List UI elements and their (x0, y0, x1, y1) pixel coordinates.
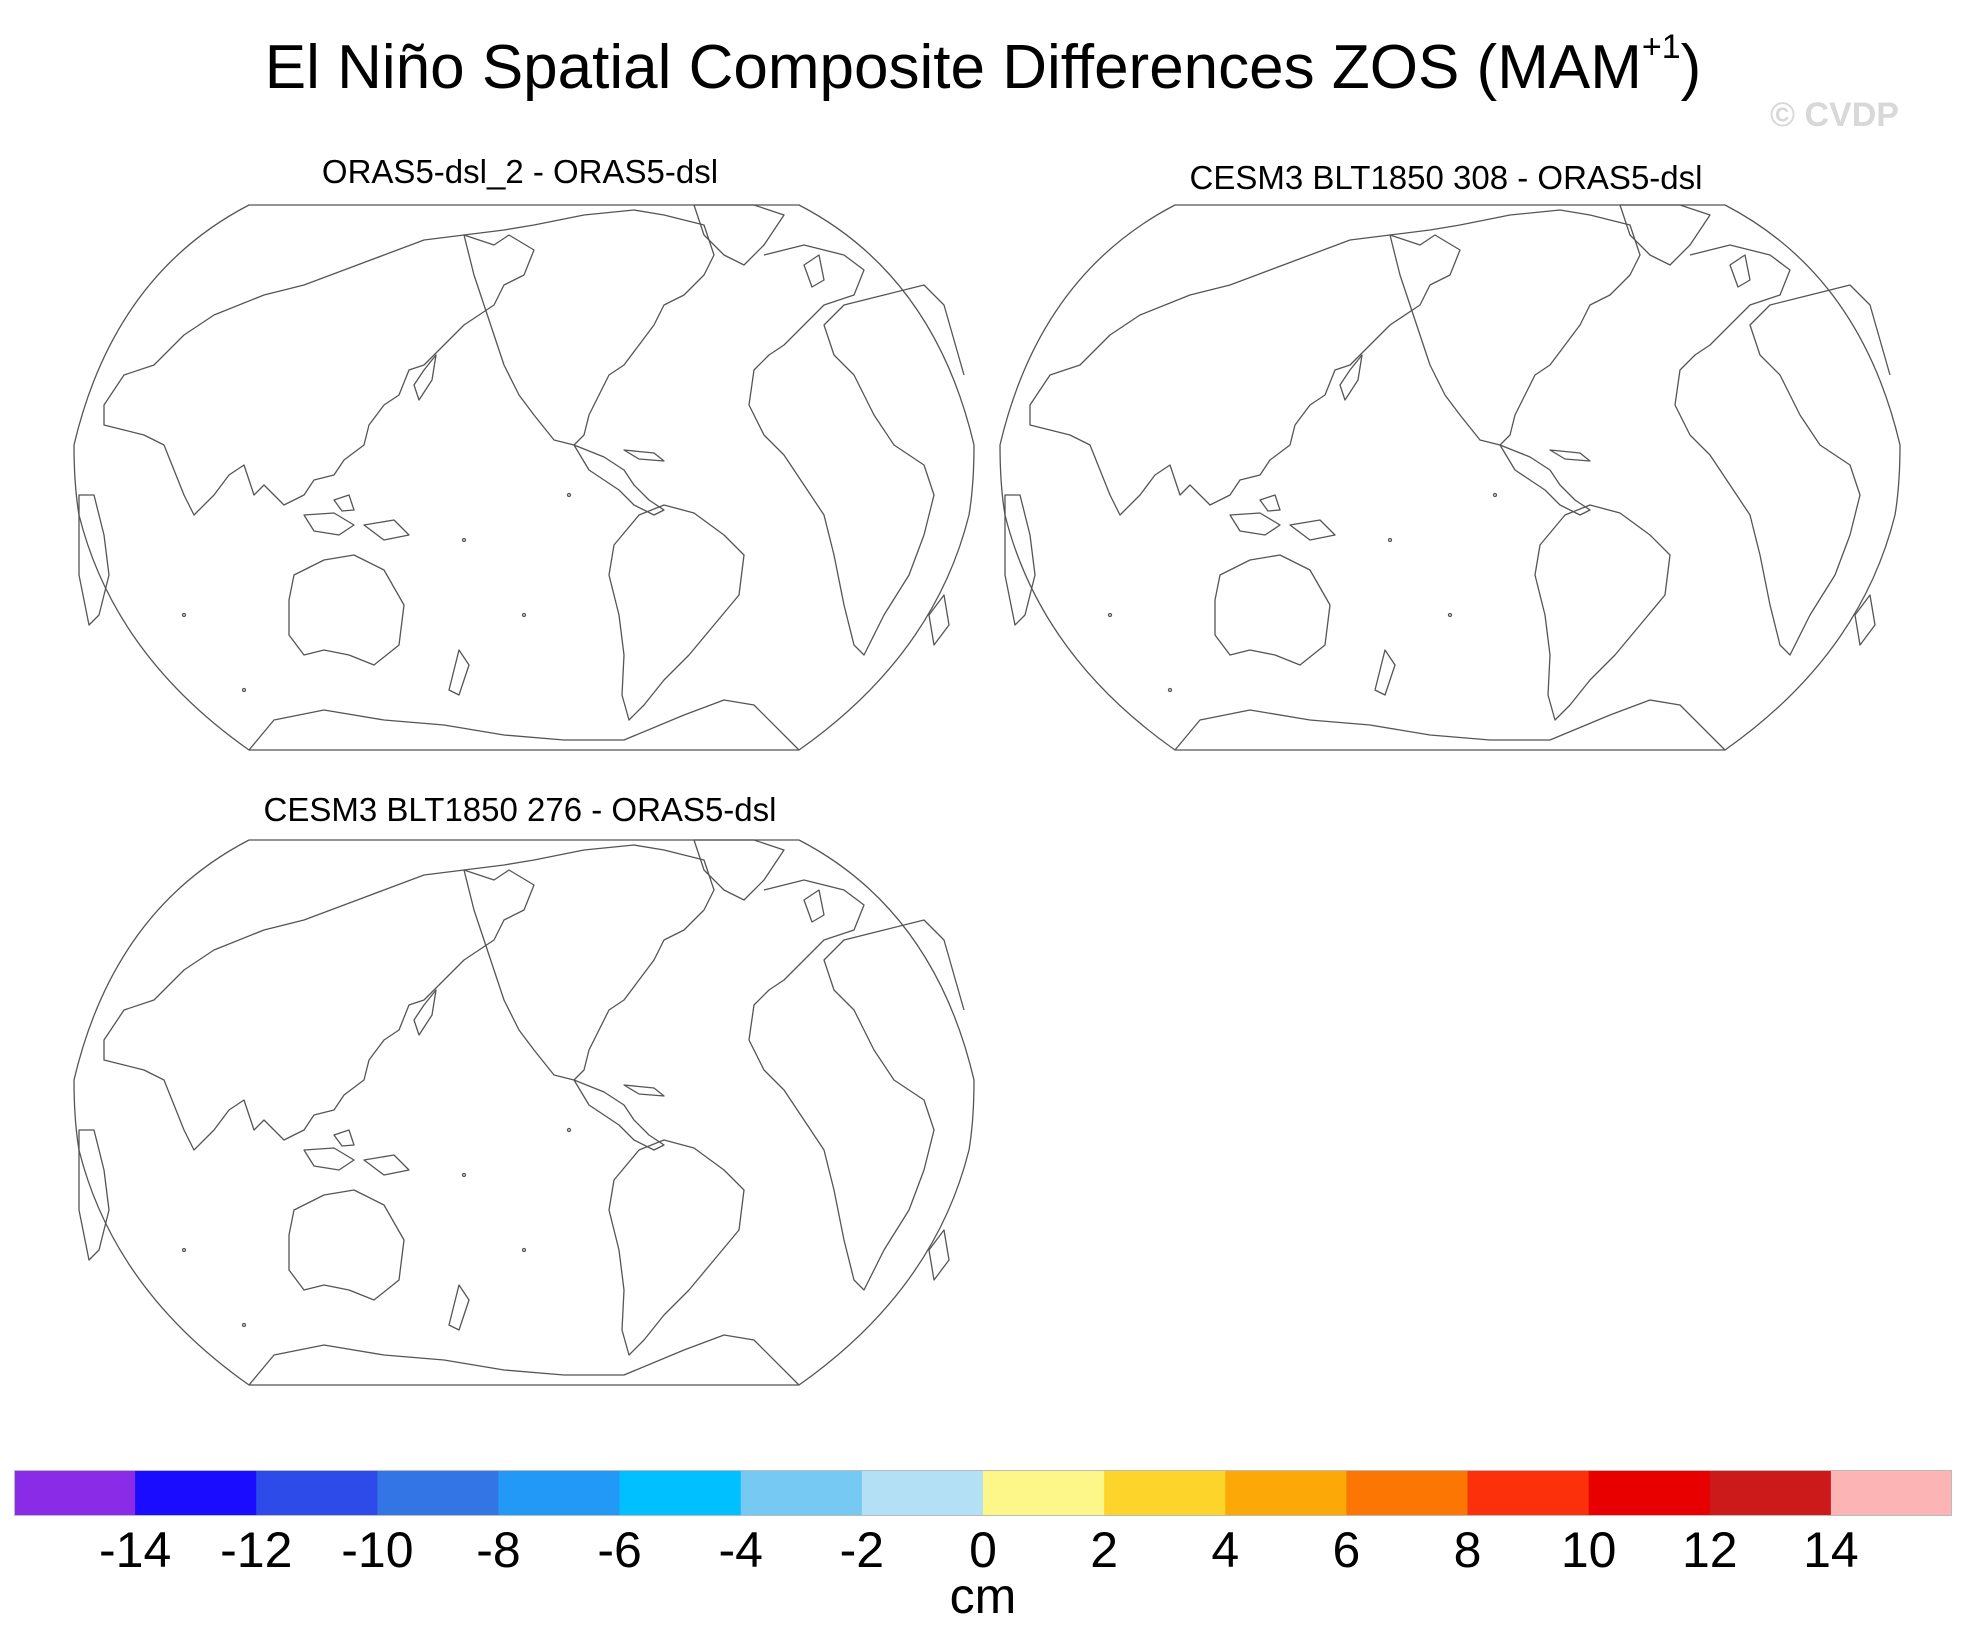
colorbar-tick-label: -4 (718, 1522, 763, 1578)
colorbar-tick-label: -8 (476, 1522, 521, 1578)
colorbar-units: cm (949, 1568, 1017, 1624)
colorbar-tick-label: 8 (1453, 1522, 1482, 1578)
colorbar-swatch (1104, 1470, 1226, 1516)
colorbar-tick-label: 6 (1332, 1522, 1361, 1578)
colorbar-swatch (861, 1470, 984, 1516)
panel-1-title: ORAS5-dsl_2 - ORAS5-dsl (321, 153, 719, 190)
colorbar-swatch (377, 1470, 500, 1516)
figure-title-text: El Niño Spatial Composite Differences ZO… (264, 33, 1642, 102)
colorbar-swatch (1346, 1470, 1469, 1516)
colorbar-swatch (256, 1470, 378, 1516)
colorbar-swatch (135, 1470, 257, 1516)
colorbar-swatch (619, 1470, 742, 1516)
colorbar-tick-label: 2 (1090, 1522, 1119, 1578)
colorbar-swatch (1830, 1470, 1952, 1516)
colorbar-tick-label: 14 (1803, 1522, 1859, 1578)
colorbar (14, 1470, 1952, 1516)
colorbar-swatch (498, 1470, 621, 1516)
colorbar-swatch (1588, 1470, 1711, 1516)
figure-title: El Niño Spatial Composite Differences ZO… (0, 28, 1966, 108)
colorbar-tick-label: 12 (1681, 1522, 1738, 1578)
watermark: © CVDP (1770, 96, 1899, 134)
panel-2-title: CESM3 BLT1850 308 - ORAS5-dsl (1189, 159, 1703, 196)
panel-1-map (73, 204, 975, 751)
colorbar-swatch (1467, 1470, 1590, 1516)
colorbar-tick-label: 10 (1560, 1522, 1617, 1578)
panel-3-map (73, 839, 975, 1386)
colorbar-swatch (1709, 1470, 1832, 1516)
colorbar-swatch (1225, 1470, 1347, 1516)
colorbar-tick-label: -12 (220, 1522, 293, 1578)
colorbar-swatch (983, 1470, 1105, 1516)
colorbar-tick-label: -6 (597, 1522, 642, 1578)
colorbar-tick-label: -2 (839, 1522, 885, 1578)
colorbar-swatch (740, 1470, 863, 1516)
figure-title-close: ) (1680, 33, 1702, 102)
colorbar-swatch (14, 1470, 136, 1516)
colorbar-tick-label: -14 (98, 1522, 172, 1578)
colorbar-tick-label: -10 (341, 1522, 414, 1578)
panel-2-map (999, 204, 1901, 751)
figure-title-superscript: +1 (1641, 28, 1681, 66)
colorbar-frame (14, 1470, 1952, 1516)
colorbar-tick-label: 4 (1211, 1522, 1240, 1578)
panel-3-title: CESM3 BLT1850 276 - ORAS5-dsl (263, 791, 777, 828)
colorbar-tick-label: 0 (969, 1522, 997, 1578)
